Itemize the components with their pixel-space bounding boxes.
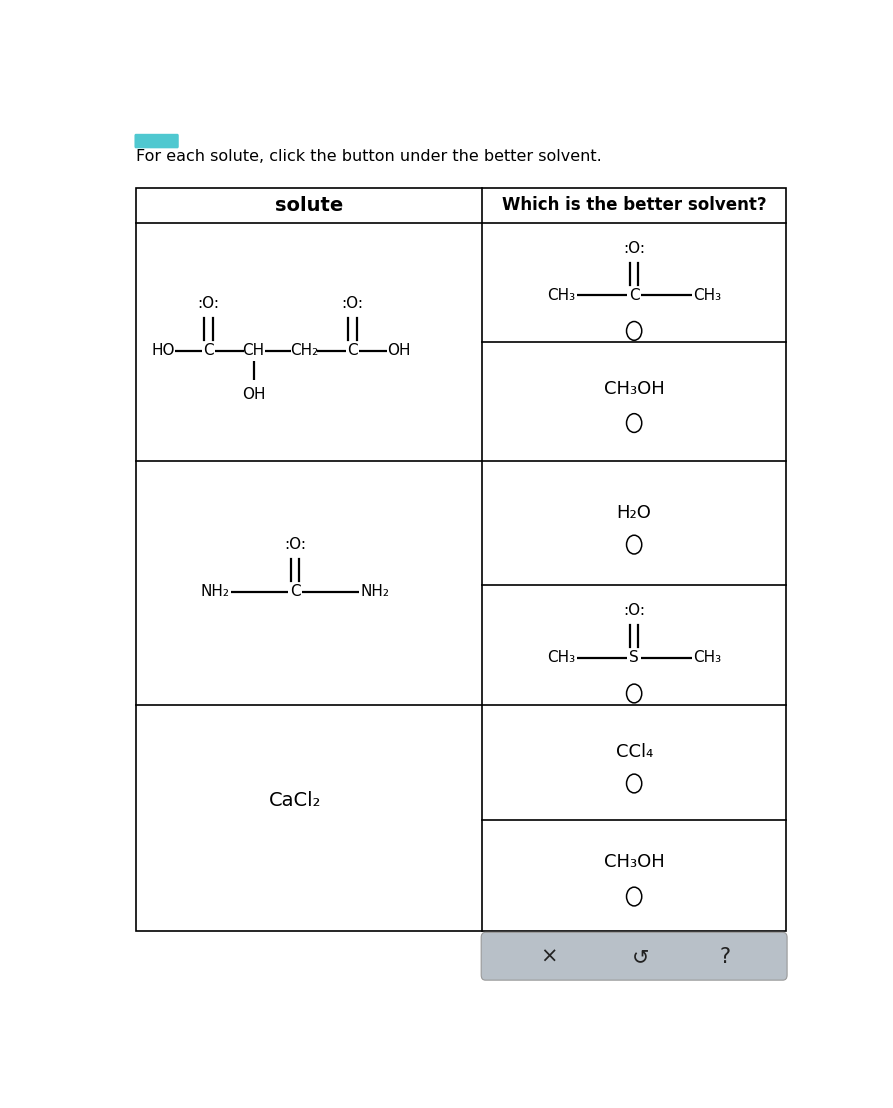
Text: ?: ?	[720, 947, 731, 967]
Text: C: C	[629, 288, 639, 302]
Text: NH₂: NH₂	[201, 584, 230, 599]
Text: CH₂: CH₂	[290, 343, 318, 358]
Text: NH₂: NH₂	[360, 584, 389, 599]
FancyBboxPatch shape	[481, 932, 787, 981]
Text: :O:: :O:	[623, 240, 645, 256]
Bar	[136, 188, 787, 931]
Text: C: C	[289, 584, 300, 599]
Text: H₂O: H₂O	[617, 504, 652, 522]
Text: CH₃: CH₃	[547, 288, 575, 302]
Text: CH₃OH: CH₃OH	[604, 380, 664, 398]
Text: ↺: ↺	[631, 947, 649, 967]
FancyBboxPatch shape	[135, 134, 179, 148]
Text: :O:: :O:	[284, 537, 306, 552]
Text: CH₃: CH₃	[693, 288, 721, 302]
Text: CH: CH	[242, 343, 264, 358]
Text: Which is the better solvent?: Which is the better solvent?	[502, 196, 766, 215]
Text: HO: HO	[152, 343, 175, 358]
Text: CCl₄: CCl₄	[615, 743, 653, 761]
Text: For each solute, click the button under the better solvent.: For each solute, click the button under …	[136, 150, 602, 164]
Text: :O:: :O:	[623, 603, 645, 618]
Text: ×: ×	[540, 947, 557, 967]
Text: OH: OH	[242, 388, 265, 402]
Text: OH: OH	[387, 343, 411, 358]
Text: solute: solute	[275, 196, 343, 215]
Text: C: C	[347, 343, 358, 358]
Text: C: C	[204, 343, 213, 358]
Text: CaCl₂: CaCl₂	[269, 791, 321, 810]
Text: :O:: :O:	[341, 296, 363, 311]
Text: CH₃: CH₃	[693, 650, 721, 665]
Text: CH₃OH: CH₃OH	[604, 853, 664, 871]
Text: :O:: :O:	[197, 296, 220, 311]
Text: S: S	[630, 650, 639, 665]
Text: CH₃: CH₃	[547, 650, 575, 665]
